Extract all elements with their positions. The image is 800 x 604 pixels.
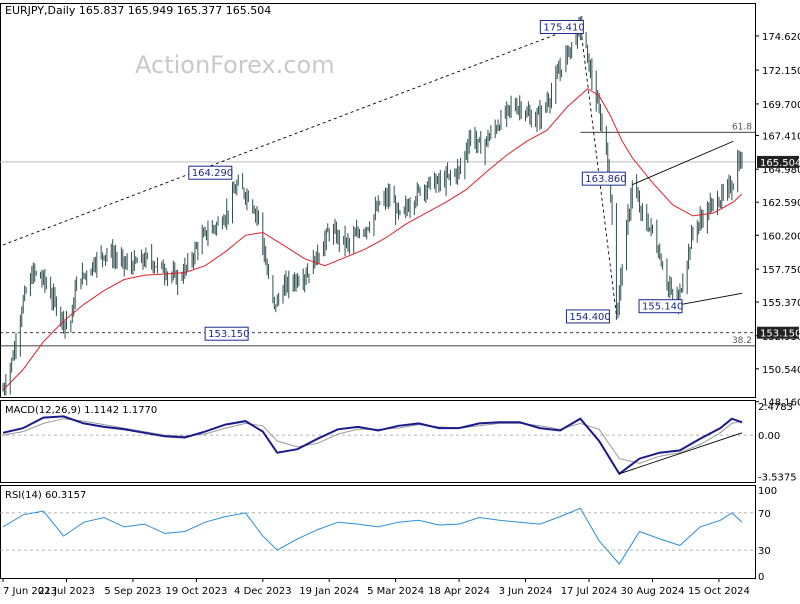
x-tick-label: 19 Jan 2024: [299, 586, 359, 597]
pivot-label-box: [581, 171, 626, 186]
x-tick-label: 17 Jul 2024: [561, 586, 618, 597]
trendline: [676, 292, 743, 306]
rsi-line: [2, 507, 743, 565]
y-tick-label: 155.370: [762, 298, 800, 309]
panel-frame: [0, 400, 756, 483]
pivot-label-box: [204, 326, 249, 341]
y-tick-label: 162.590: [762, 198, 800, 209]
level-tag-bg: [757, 326, 799, 339]
pivot-label-box: [188, 165, 233, 180]
pivot-label: 153.150: [208, 329, 249, 340]
x-tick-label: 30 Aug 2024: [620, 586, 684, 597]
current-price-tag-bg: [757, 155, 799, 168]
y-tick-label: 172.150: [762, 66, 800, 77]
macd-tick-label: -3.5375: [758, 473, 797, 484]
panel-frame: [0, 485, 756, 579]
fib-label: 38.2: [732, 336, 752, 346]
trendline: [579, 25, 617, 316]
x-tick-label: 3 Jun 2024: [499, 586, 553, 597]
pivot-label: 155.140: [642, 302, 683, 313]
pivot-label: 175.410: [543, 22, 584, 33]
x-tick-label: 7 Jun 2023: [3, 586, 57, 597]
price-bars: [2, 16, 743, 396]
rsi-title: RSI(14) 60.3157: [5, 490, 86, 501]
x-tick-label: 5 Mar 2024: [367, 586, 424, 597]
moving-average-line: [2, 88, 743, 391]
pivot-label: 163.860: [585, 174, 626, 185]
y-tick-label: 157.750: [762, 265, 800, 276]
macd-signal-line: [2, 418, 743, 464]
macd-line: [2, 415, 743, 476]
x-tick-label: 21 Jul 2023: [38, 586, 95, 597]
current-price-tag: 165.504: [760, 158, 800, 169]
macd-tick-label: 0.00: [758, 431, 780, 442]
pivot-label: 154.400: [569, 312, 610, 323]
x-tick-label: 4 Dec 2023: [234, 586, 292, 597]
x-tick-label: 19 Oct 2023: [165, 586, 227, 597]
level-tag: 153.150: [760, 329, 800, 340]
macd-tick-label: 2.4783: [758, 402, 793, 413]
macd-trendline: [619, 432, 743, 475]
symbol-readout: EURJPY,Daily 165.837 165.949 165.377 165…: [5, 4, 271, 17]
y-tick-label: 174.620: [762, 32, 800, 43]
rsi-tick-label: 30: [758, 546, 771, 557]
y-tick-label: 160.200: [762, 231, 800, 242]
rsi-tick-label: 0: [758, 572, 764, 583]
panel-frame: [0, 3, 756, 398]
y-tick-label: 150.540: [762, 365, 800, 376]
y-tick-label: 164.980: [762, 165, 800, 176]
pivot-label-box: [638, 299, 683, 314]
watermark: ActionForex.com: [135, 51, 335, 79]
y-tick-label: 148.160: [762, 398, 800, 409]
pivot-label-box: [539, 19, 584, 34]
rsi-tick-label: 70: [758, 509, 771, 520]
rsi-tick-label: 100: [758, 486, 777, 497]
trendline: [632, 140, 734, 186]
x-tick-label: 18 Apr 2024: [428, 586, 490, 597]
pivot-label: 164.290: [192, 168, 233, 179]
fib-label: 61.8: [732, 122, 752, 132]
macd-title: MACD(12,26,9) 1.1142 1.1770: [5, 405, 157, 416]
x-tick-label: 5 Sep 2023: [104, 586, 161, 597]
x-tick-label: 15 Oct 2024: [688, 586, 750, 597]
pivot-label-box: [565, 309, 610, 324]
y-tick-label: 167.410: [762, 132, 800, 143]
trendline: [2, 24, 581, 246]
y-tick-label: 169.700: [762, 100, 800, 111]
